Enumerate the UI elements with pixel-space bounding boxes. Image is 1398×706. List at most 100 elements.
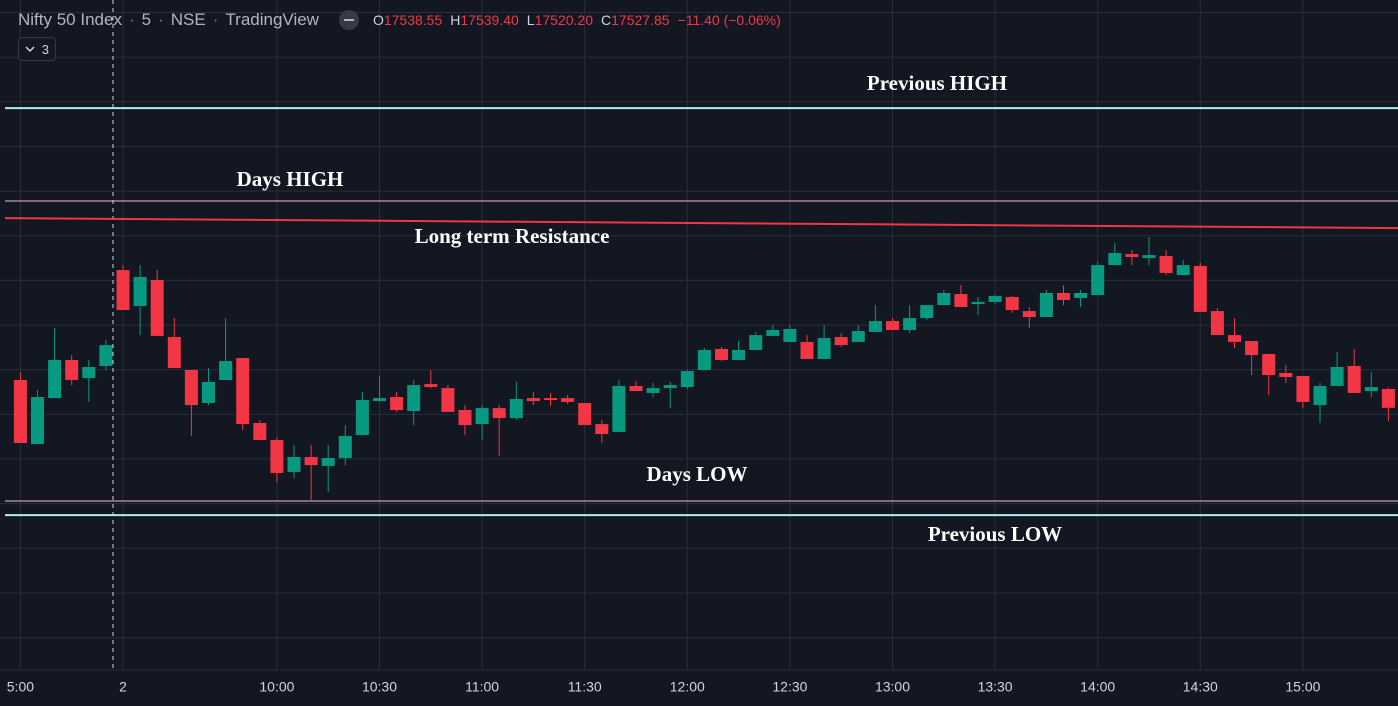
candle-body: [988, 295, 1002, 302]
legend-header: Nifty 50 Index 5 NSE TradingView O17538.…: [18, 8, 781, 32]
candle-body: [82, 367, 96, 379]
separator: [213, 10, 219, 30]
candle-body: [219, 361, 233, 380]
ohlc-value: 17520.20: [534, 12, 593, 28]
x-tick-label: 13:00: [875, 679, 910, 695]
candle-body: [697, 350, 711, 370]
candle-body: [1245, 341, 1259, 356]
separator: [158, 10, 164, 30]
candle-body: [715, 348, 728, 360]
level-label: Days LOW: [647, 462, 748, 486]
ohlc-key: L: [526, 12, 535, 28]
source: TradingView: [225, 10, 319, 29]
candle-body: [1159, 255, 1173, 273]
candle-body: [1108, 252, 1122, 266]
candle-body: [167, 337, 181, 369]
x-tick-label: 15:00: [1285, 679, 1320, 695]
candle-body: [544, 398, 557, 400]
ohlc-key: O: [372, 12, 384, 28]
candle-body: [766, 330, 780, 336]
candle-body: [1193, 265, 1207, 312]
exchange: NSE: [170, 10, 206, 29]
candle-body: [732, 350, 746, 360]
candle-body: [1330, 367, 1344, 386]
candle-body: [834, 337, 848, 346]
candle-body: [373, 398, 386, 402]
candle-body: [1074, 292, 1088, 299]
x-tick-label: 10:30: [362, 679, 397, 695]
candle-body: [971, 301, 985, 305]
ohlc-value: 17539.40: [460, 12, 519, 28]
candle-body: [920, 305, 934, 319]
candle-body: [1142, 255, 1156, 259]
candle-body: [646, 388, 660, 393]
ohlc-value: 17538.55: [383, 12, 443, 28]
candle-body: [116, 270, 130, 310]
ohlc-key: H: [450, 12, 461, 28]
level-label: Days HIGH: [237, 167, 344, 191]
candle-body: [99, 345, 113, 366]
level-label: Previous LOW: [928, 522, 1062, 546]
candle-body: [509, 398, 523, 419]
grid: [0, 0, 1398, 670]
candle-body: [886, 321, 899, 330]
candle-body: [1057, 292, 1070, 300]
candle-body: [526, 398, 540, 402]
x-tick-label: 10:00: [259, 679, 294, 695]
x-tick-label: 14:30: [1183, 679, 1218, 695]
change: −11.40 (−0.06%): [677, 12, 781, 28]
candle-body: [321, 458, 335, 466]
candle-body: [338, 435, 352, 459]
x-tick-label: 12:00: [670, 679, 705, 695]
interval: 5: [141, 10, 152, 29]
candle-body: [1347, 365, 1361, 393]
indicators-toggle[interactable]: 3: [18, 37, 56, 61]
candle-body: [407, 385, 421, 412]
candle-body: [202, 381, 215, 403]
ohlc-key: C: [601, 12, 612, 28]
candle-body: [629, 385, 643, 392]
x-tick-label: 13:30: [978, 679, 1013, 695]
candle-body: [937, 292, 951, 306]
status-icon[interactable]: [338, 10, 359, 30]
symbol: Nifty 50 Index: [18, 10, 122, 29]
candle-body: [390, 397, 404, 410]
candle-body: [1210, 311, 1224, 336]
x-tick-label: 12:30: [772, 679, 807, 695]
trendline-label: Long term Resistance: [415, 224, 610, 248]
candle-body: [1279, 372, 1293, 378]
candle-body: [304, 457, 318, 466]
x-tick-label: 2: [119, 679, 127, 695]
candle-body: [1313, 385, 1327, 406]
candle-body: [287, 457, 301, 472]
x-tick-label: 11:30: [568, 679, 602, 695]
candle-body: [1039, 292, 1053, 318]
candle-body: [1296, 375, 1310, 402]
ohlc-values: O 17538.55 H 17539.40 L 17520.20 C 17527.85: [373, 12, 670, 28]
candle-body: [749, 335, 763, 350]
candle-body: [48, 360, 62, 399]
candle-body: [903, 318, 917, 330]
candle-body: [1381, 389, 1395, 408]
candle-body: [424, 384, 438, 388]
candle-body: [663, 385, 677, 389]
candle-body: [954, 294, 968, 308]
candle-body: [1125, 254, 1139, 258]
ohlc-value: 17527.85: [611, 12, 670, 28]
candle-body: [253, 422, 267, 440]
candle-body: [851, 331, 865, 342]
candle-body: [13, 380, 27, 443]
candle-body: [1262, 354, 1276, 376]
candle-body: [31, 397, 44, 445]
separator: [129, 10, 135, 30]
candle-body: [1364, 387, 1378, 392]
candle-body: [783, 328, 797, 342]
candle-body: [492, 408, 506, 419]
candle-body: [595, 424, 609, 435]
candle-body: [1022, 311, 1036, 318]
candle-body: [817, 338, 831, 359]
candle-body: [441, 388, 455, 412]
candle-body: [1176, 265, 1190, 276]
